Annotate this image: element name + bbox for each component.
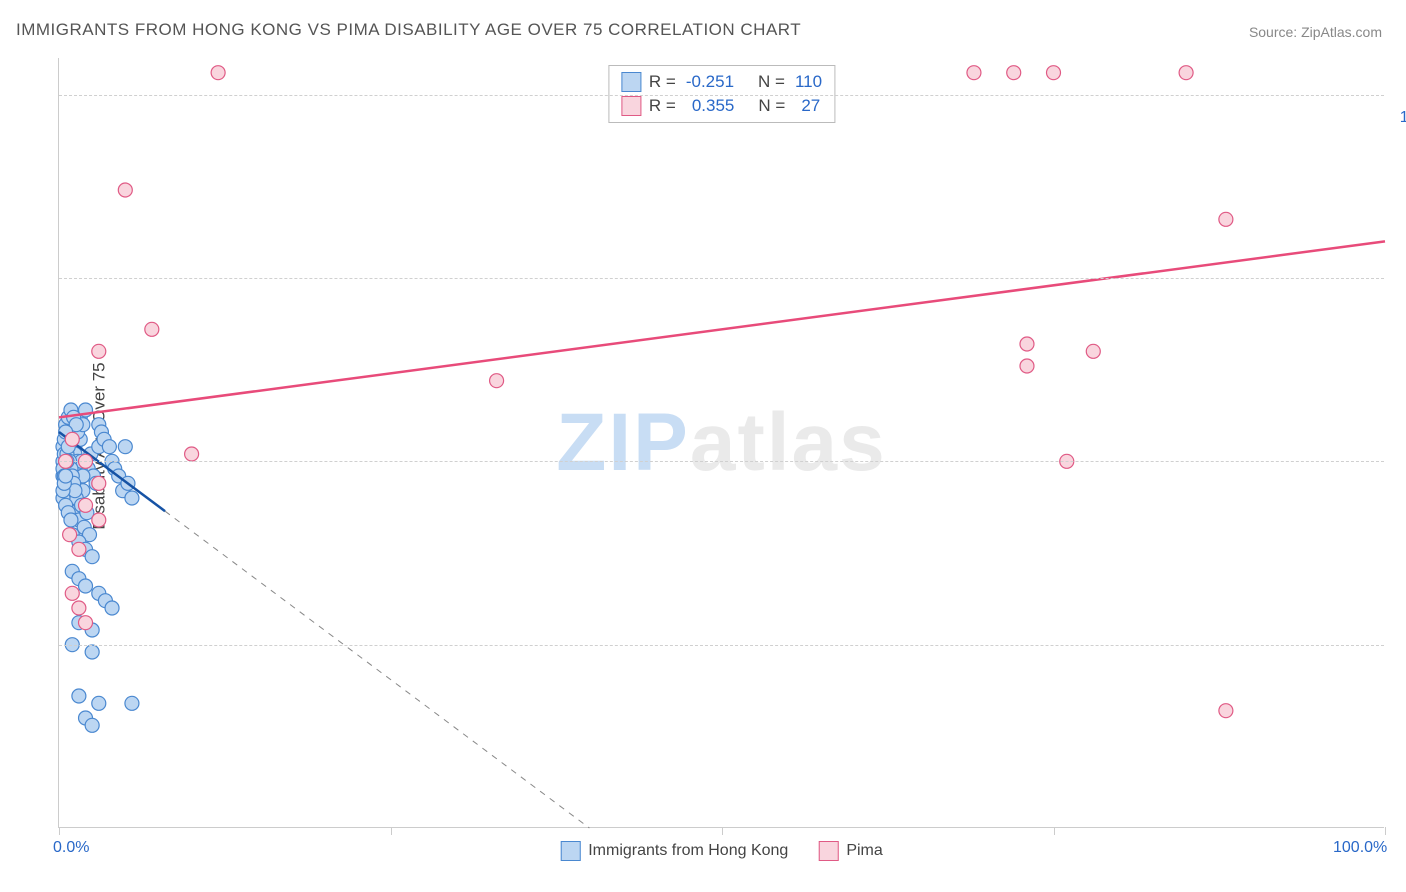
point-pima <box>1086 344 1100 358</box>
legend-label-pima: Pima <box>846 842 882 860</box>
point-hk <box>102 440 116 454</box>
x-tick <box>722 827 723 835</box>
x-tick-label: 0.0% <box>53 839 89 857</box>
point-pima <box>185 447 199 461</box>
y-tick-label: 75.0% <box>1394 292 1406 310</box>
point-pima <box>1219 704 1233 718</box>
gridline <box>59 645 1384 646</box>
legend-swatch-pima <box>621 96 641 116</box>
legend-row-pima: R = 0.355 N = 27 <box>621 94 822 118</box>
series-legend: Immigrants from Hong Kong Pima <box>560 841 883 861</box>
y-tick-label: 50.0% <box>1394 475 1406 493</box>
point-pima <box>145 322 159 336</box>
point-hk <box>85 718 99 732</box>
legend-item-hk: Immigrants from Hong Kong <box>560 841 788 861</box>
point-pima <box>967 66 981 80</box>
point-pima <box>92 513 106 527</box>
point-hk <box>125 696 139 710</box>
point-hk <box>125 491 139 505</box>
legend-r-label: R = <box>649 96 676 116</box>
point-pima <box>65 432 79 446</box>
point-hk <box>79 579 93 593</box>
legend-n-hk: 110 <box>795 72 822 92</box>
source-prefix: Source: <box>1249 24 1301 40</box>
chart-plot-area: ZIPatlas R = -0.251 N = 110 R = 0.355 N … <box>58 58 1384 828</box>
point-pima <box>79 616 93 630</box>
point-pima <box>79 498 93 512</box>
point-pima <box>118 183 132 197</box>
x-tick <box>59 827 60 835</box>
point-hk <box>92 696 106 710</box>
point-pima <box>1219 212 1233 226</box>
point-pima <box>1007 66 1021 80</box>
gridline <box>59 461 1384 462</box>
point-hk <box>64 513 78 527</box>
point-hk <box>85 550 99 564</box>
legend-n-label: N = <box>758 72 785 92</box>
source-link[interactable]: ZipAtlas.com <box>1301 24 1382 40</box>
point-pima <box>490 374 504 388</box>
legend-n-pima: 27 <box>801 96 820 116</box>
chart-title: IMMIGRANTS FROM HONG KONG VS PIMA DISABI… <box>16 20 801 40</box>
gridline <box>59 95 1384 96</box>
scatter-svg <box>59 58 1384 827</box>
point-pima <box>1020 337 1034 351</box>
x-tick <box>1385 827 1386 835</box>
point-hk <box>118 440 132 454</box>
legend-label-hk: Immigrants from Hong Kong <box>588 842 788 860</box>
trend-pima <box>59 241 1385 417</box>
point-pima <box>1020 359 1034 373</box>
point-pima <box>72 542 86 556</box>
legend-r-label: R = <box>649 72 676 92</box>
point-pima <box>1179 66 1193 80</box>
legend-r-pima: 0.355 <box>692 96 735 116</box>
point-pima <box>211 66 225 80</box>
legend-swatch-hk <box>621 72 641 92</box>
point-hk <box>72 689 86 703</box>
x-tick-label: 100.0% <box>1333 839 1387 857</box>
point-pima <box>92 476 106 490</box>
legend-swatch-pima <box>818 841 838 861</box>
legend-item-pima: Pima <box>818 841 882 861</box>
point-pima <box>72 601 86 615</box>
point-pima <box>92 344 106 358</box>
trend-dash-hk <box>165 511 589 828</box>
point-pima <box>63 528 77 542</box>
point-hk <box>105 601 119 615</box>
legend-swatch-hk <box>560 841 580 861</box>
y-tick-label: 100.0% <box>1394 109 1406 127</box>
point-hk <box>85 645 99 659</box>
legend-r-hk: -0.251 <box>686 72 734 92</box>
source-attribution: Source: ZipAtlas.com <box>1249 24 1382 40</box>
legend-row-hk: R = -0.251 N = 110 <box>621 70 822 94</box>
gridline <box>59 278 1384 279</box>
x-tick <box>1054 827 1055 835</box>
x-tick <box>391 827 392 835</box>
legend-n-label: N = <box>758 96 785 116</box>
point-pima <box>1047 66 1061 80</box>
y-tick-label: 25.0% <box>1394 659 1406 677</box>
point-hk <box>59 469 73 483</box>
point-pima <box>65 586 79 600</box>
